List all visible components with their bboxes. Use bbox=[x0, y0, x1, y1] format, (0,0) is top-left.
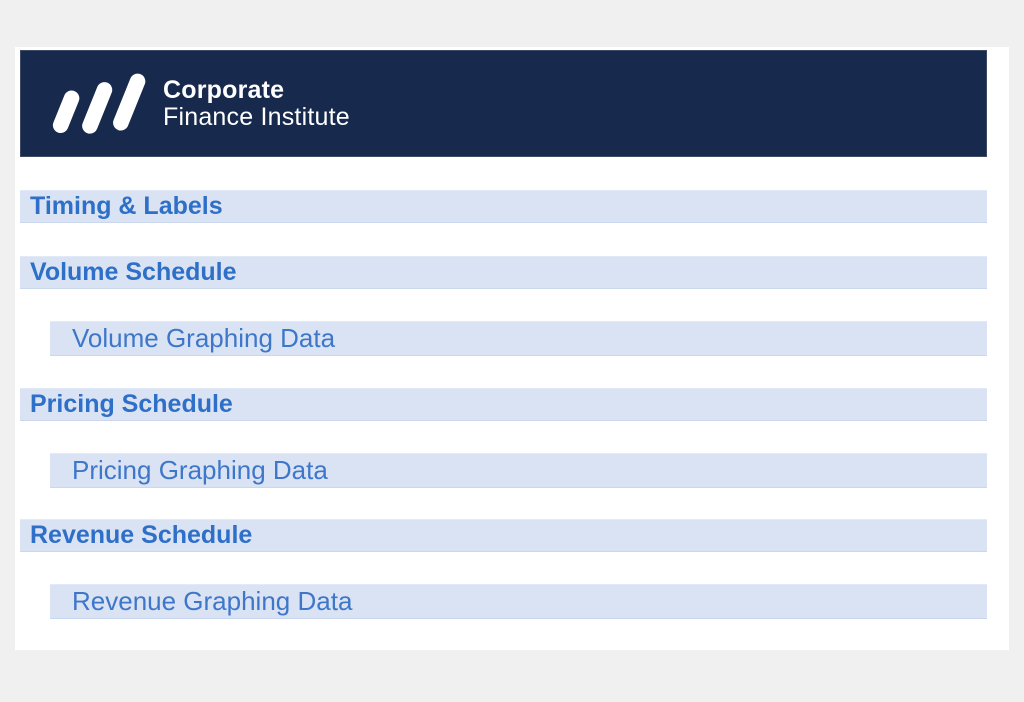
section-row-timing-labels[interactable]: Timing & Labels bbox=[20, 190, 987, 223]
brand-name-line1: Corporate bbox=[163, 75, 285, 104]
subsection-label: Pricing Graphing Data bbox=[72, 455, 328, 485]
worksheet-page: Corporate Finance Institute Timing & Lab… bbox=[15, 47, 1009, 650]
section-label: Pricing Schedule bbox=[30, 390, 233, 418]
brand-wordmark: Corporate Finance Institute bbox=[163, 75, 350, 131]
brand-name-line2: Finance Institute bbox=[163, 102, 350, 131]
section-row-pricing-schedule[interactable]: Pricing Schedule bbox=[20, 388, 987, 421]
brand-banner: Corporate Finance Institute bbox=[20, 50, 987, 157]
subsection-label: Volume Graphing Data bbox=[72, 323, 336, 353]
subsection-row-volume-graphing-data[interactable]: Volume Graphing Data bbox=[50, 321, 987, 356]
section-row-revenue-schedule[interactable]: Revenue Schedule bbox=[20, 519, 987, 552]
section-label: Volume Schedule bbox=[30, 258, 237, 286]
subsection-row-pricing-graphing-data[interactable]: Pricing Graphing Data bbox=[50, 453, 987, 488]
subsection-label: Revenue Graphing Data bbox=[72, 586, 353, 616]
section-row-volume-schedule[interactable]: Volume Schedule bbox=[20, 256, 987, 289]
cfi-logo-icon bbox=[50, 71, 156, 137]
section-label: Revenue Schedule bbox=[30, 521, 253, 549]
section-label: Timing & Labels bbox=[30, 192, 223, 220]
subsection-row-revenue-graphing-data[interactable]: Revenue Graphing Data bbox=[50, 584, 987, 619]
